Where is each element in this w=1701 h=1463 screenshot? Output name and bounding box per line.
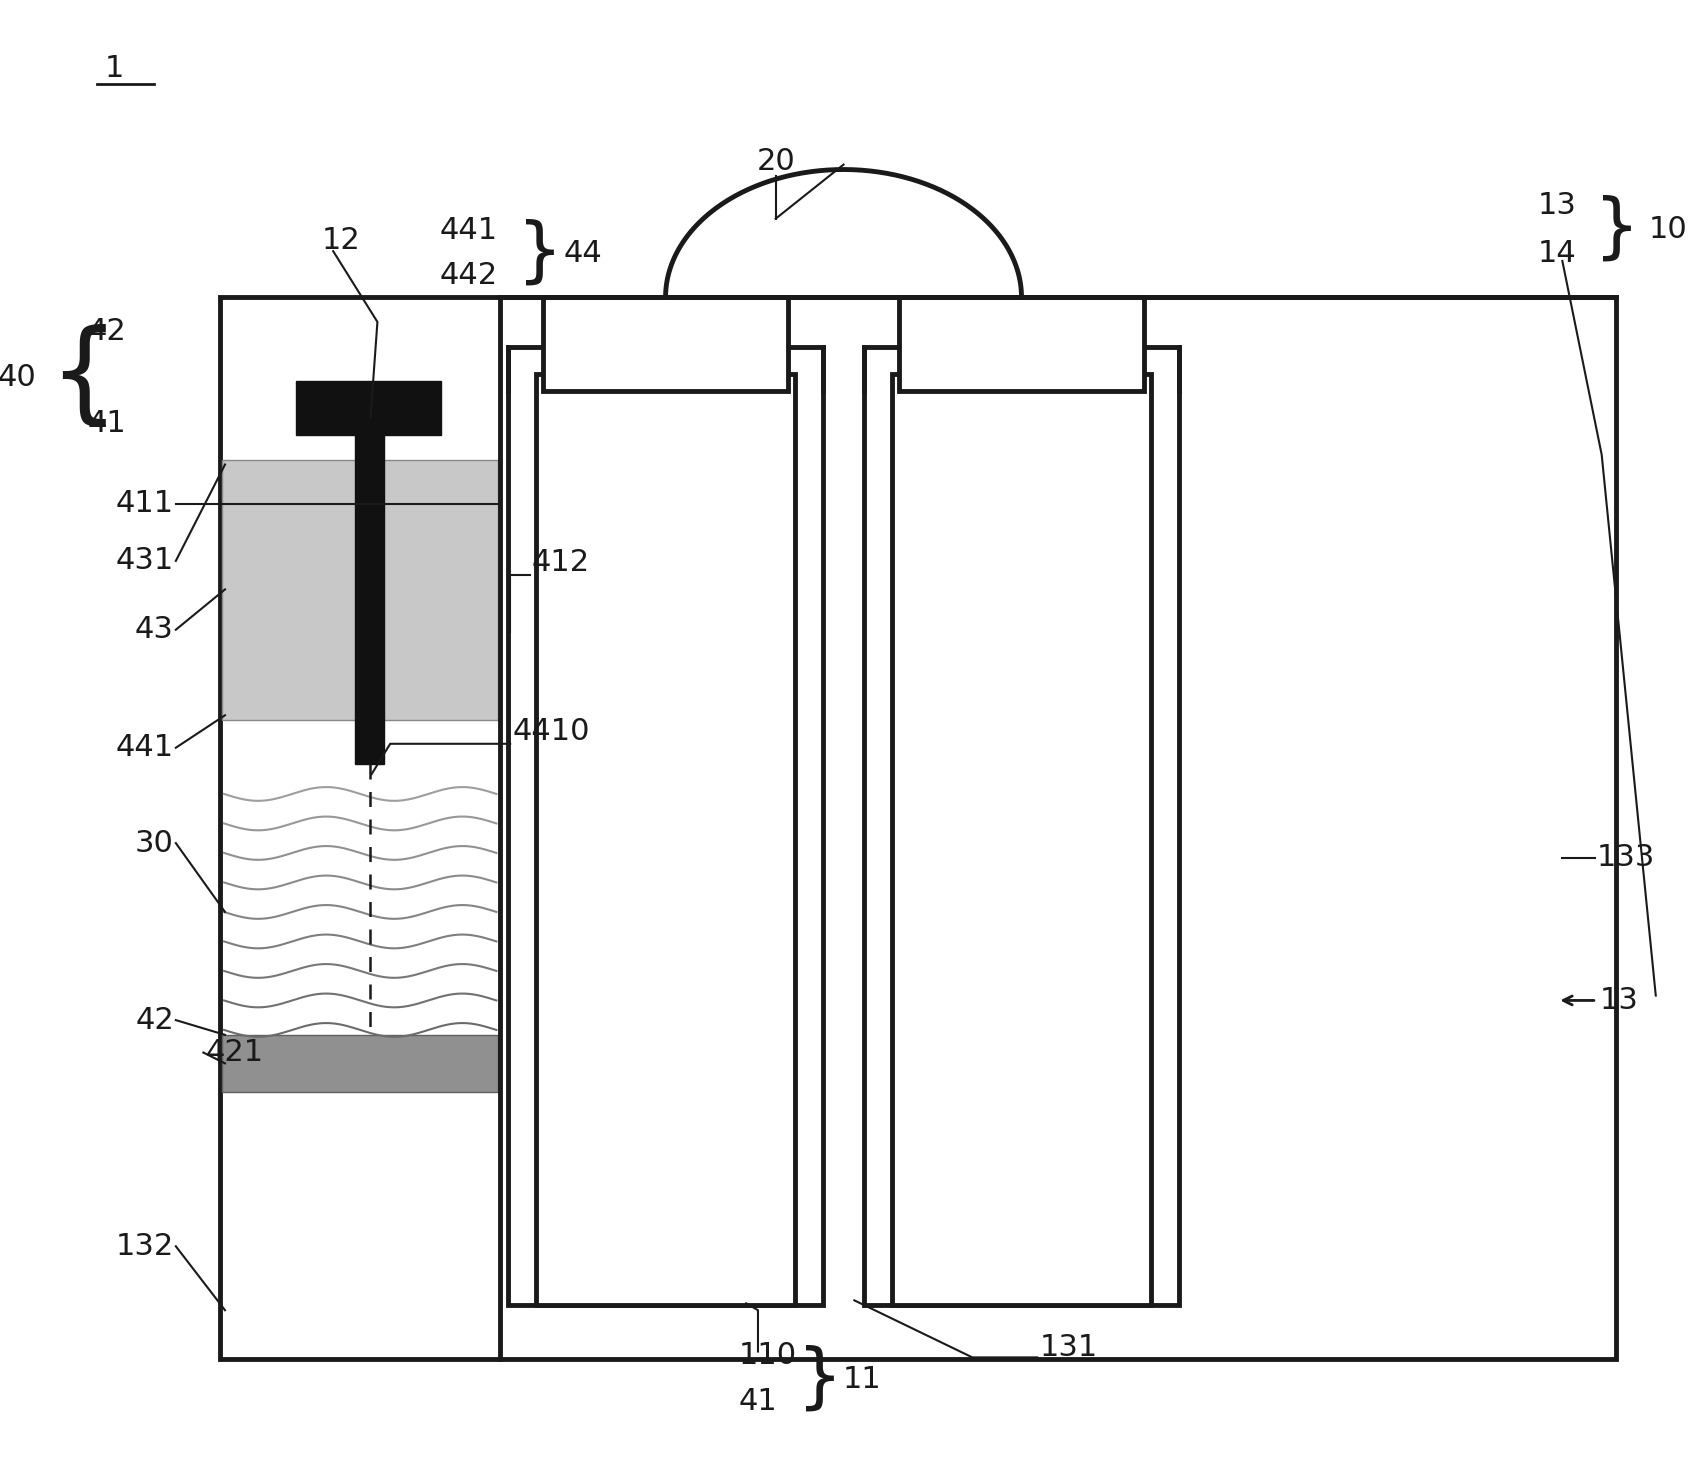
Text: 12: 12 [321,225,361,255]
Text: 14: 14 [1538,238,1577,268]
Text: 42: 42 [87,317,126,347]
Text: 441: 441 [439,217,497,244]
Text: 13: 13 [1538,192,1577,221]
Text: }: } [517,218,563,288]
Bar [356,435,384,765]
Text: 13: 13 [1599,986,1638,1015]
Text: 40: 40 [0,363,36,392]
Text: 20: 20 [757,148,794,176]
Text: 132: 132 [116,1232,174,1261]
Bar [223,459,498,720]
Text: 442: 442 [439,262,497,290]
Text: 131: 131 [1039,1333,1097,1362]
Text: {: { [48,323,119,430]
Text: 1: 1 [105,54,124,83]
Bar [296,380,441,435]
Text: 42: 42 [134,1005,174,1034]
Text: 41: 41 [87,408,126,437]
Text: 4410: 4410 [512,717,590,746]
Text: 10: 10 [1648,215,1687,244]
Text: 44: 44 [563,238,602,268]
Text: 30: 30 [134,828,174,857]
Bar [219,297,1616,1359]
Text: 421: 421 [206,1039,264,1067]
Text: 411: 411 [116,489,174,518]
Text: }: } [1594,195,1640,263]
Bar [223,1034,498,1091]
Text: 41: 41 [738,1387,777,1416]
Text: 133: 133 [1597,843,1655,872]
Text: 441: 441 [116,733,174,762]
Text: 431: 431 [116,546,174,575]
Text: 110: 110 [738,1342,796,1369]
Text: 412: 412 [532,549,590,578]
Bar [898,297,1145,391]
Bar [543,297,789,391]
Text: 43: 43 [134,616,174,644]
Bar [536,375,796,1305]
Bar [891,375,1152,1305]
Text: 11: 11 [842,1365,881,1394]
Text: }: } [798,1344,844,1413]
Bar [509,347,823,1305]
Bar [864,347,1179,1305]
